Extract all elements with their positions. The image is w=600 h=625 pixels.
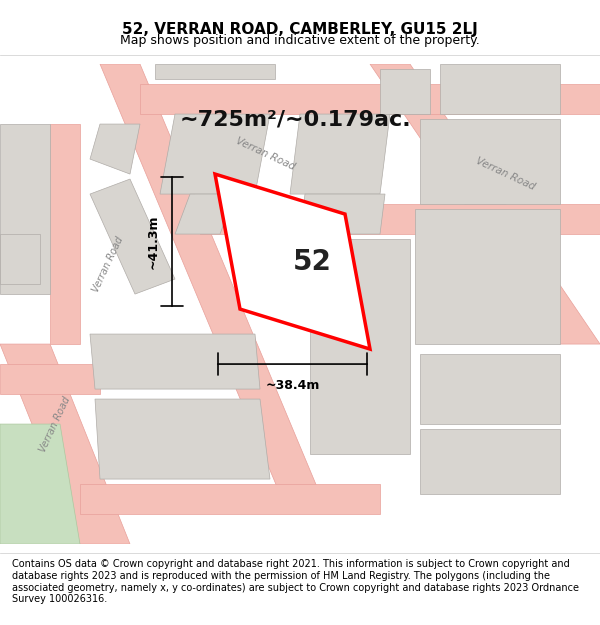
Text: 52: 52 [293,248,332,276]
Polygon shape [90,124,140,174]
Polygon shape [0,124,50,294]
Polygon shape [440,64,560,114]
Polygon shape [50,124,80,344]
Polygon shape [140,84,600,114]
Polygon shape [80,484,380,514]
Text: Verran Road: Verran Road [38,394,72,454]
Polygon shape [310,239,410,454]
Text: ~41.3m: ~41.3m [147,214,160,269]
Polygon shape [420,429,560,494]
Polygon shape [155,64,275,79]
Polygon shape [0,234,40,284]
Text: Map shows position and indicative extent of the property.: Map shows position and indicative extent… [120,34,480,48]
Polygon shape [300,194,385,234]
Polygon shape [100,64,320,494]
Text: Verran Road: Verran Road [91,234,125,294]
Polygon shape [380,69,430,114]
Text: Verran Road: Verran Road [474,156,536,192]
Polygon shape [160,114,270,194]
Polygon shape [90,179,175,294]
Polygon shape [0,344,130,544]
Polygon shape [90,334,260,389]
Polygon shape [215,174,370,349]
Polygon shape [0,364,100,394]
Polygon shape [415,209,560,344]
Polygon shape [420,119,560,204]
Polygon shape [0,424,80,544]
Polygon shape [420,354,560,424]
Polygon shape [175,194,235,234]
Text: ~725m²/~0.179ac.: ~725m²/~0.179ac. [179,109,411,129]
Polygon shape [200,204,600,234]
Text: ~38.4m: ~38.4m [265,379,320,392]
Text: Verran Road: Verran Road [234,136,296,172]
Polygon shape [95,399,270,479]
Polygon shape [370,64,600,344]
Text: 52, VERRAN ROAD, CAMBERLEY, GU15 2LJ: 52, VERRAN ROAD, CAMBERLEY, GU15 2LJ [122,22,478,37]
Text: Contains OS data © Crown copyright and database right 2021. This information is : Contains OS data © Crown copyright and d… [12,559,579,604]
Polygon shape [290,114,390,194]
